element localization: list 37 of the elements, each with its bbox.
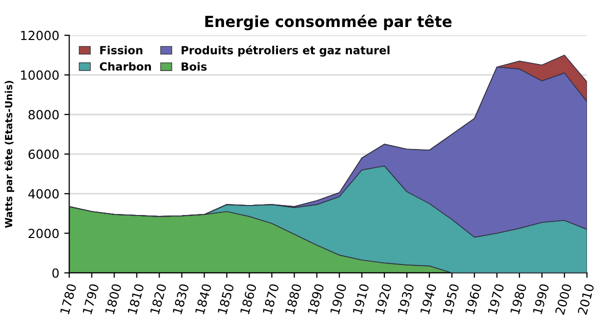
y-axis-title: Watts par tête (Etats-Unis) — [4, 80, 14, 228]
y-tick-label: 4000 — [28, 189, 59, 199]
x-tick-label: 1800 — [104, 283, 122, 314]
x-tick-label: 1960 — [465, 283, 482, 314]
y-tick-label: 0 — [52, 268, 59, 278]
x-tick-label: 1940 — [420, 283, 437, 314]
legend-label: Produits pétroliers et gaz naturel — [182, 45, 390, 57]
x-tick-label: 1790 — [82, 283, 100, 314]
x-tick-label: 1980 — [510, 283, 527, 314]
x-tick-label: 1920 — [374, 283, 392, 314]
x-tick-label: 1930 — [397, 283, 414, 314]
x-tick-label: 1810 — [127, 283, 144, 314]
x-tick-label: 1880 — [284, 283, 302, 314]
x-tick-label: 1830 — [172, 283, 190, 314]
x-tick-label: 2000 — [554, 283, 572, 315]
legend-label: Charbon — [100, 62, 151, 71]
x-tick-label: 1780 — [60, 283, 77, 314]
x-tick-label: 1970 — [488, 283, 504, 314]
x-tick-label: 2010 — [577, 283, 594, 315]
x-tick-label: 1860 — [240, 283, 257, 314]
x-tick-label: 1840 — [194, 283, 212, 314]
x-tick-label: 1950 — [442, 283, 460, 314]
y-tick-label: 2000 — [28, 228, 59, 238]
x-tick-label: 1870 — [262, 283, 280, 314]
y-tick-label: 8000 — [28, 110, 59, 120]
x-tick-label: 1910 — [352, 283, 370, 314]
x-tick-label: 1890 — [307, 283, 324, 314]
x-tick-label: 1850 — [217, 283, 234, 314]
x-tick-label: 1820 — [150, 283, 167, 314]
y-tick-label: 6000 — [28, 150, 59, 160]
legend-label: Bois — [182, 62, 207, 71]
legend-label: Fission — [100, 46, 142, 54]
x-tick-label: 1900 — [330, 283, 347, 314]
x-tick-label: 1990 — [532, 283, 550, 314]
y-tick-label: 12000 — [21, 30, 59, 40]
chart-title: Energie consommée par tête — [205, 14, 452, 30]
y-tick-label: 10000 — [21, 70, 59, 80]
